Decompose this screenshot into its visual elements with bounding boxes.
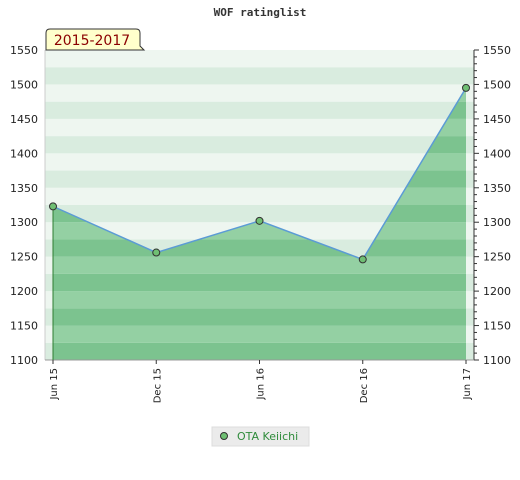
legend[interactable]: OTA Keiichi (211, 426, 310, 447)
area-band (53, 342, 466, 360)
grid-band (45, 187, 474, 205)
y-tick-label-left: 1100 (10, 354, 38, 367)
y-tick-label-right: 1350 (483, 182, 511, 195)
legend-label: OTA Keiichi (237, 430, 298, 443)
y-tick-label-left: 1250 (10, 251, 38, 264)
grid-band (45, 118, 474, 137)
y-tick-label-right: 1100 (483, 354, 511, 367)
period-label: 2015-2017 (54, 33, 130, 49)
y-tick-label-left: 1450 (10, 113, 38, 126)
y-tick-label-right: 1200 (483, 285, 511, 298)
y-tick-label-left: 1150 (10, 320, 38, 333)
y-tick-label-left: 1500 (10, 78, 38, 91)
data-point (49, 202, 57, 211)
y-tick-label-right: 1300 (483, 216, 511, 229)
data-point (255, 216, 264, 225)
x-tick-label: Dec 16 (359, 368, 370, 403)
legend-marker (220, 432, 228, 440)
chart-title: WOF ratinglist (214, 6, 307, 19)
y-tick-label-right: 1150 (483, 320, 511, 333)
y-tick-label-right: 1450 (483, 113, 511, 126)
area-band (53, 291, 466, 309)
axes: 1100 1100 1150 1150 1200 1200 1250 1250 1300 1300… (10, 44, 511, 403)
period-box: 2015-2017 (45, 28, 146, 51)
y-tick-label-right: 1550 (483, 44, 511, 57)
data-point (358, 255, 367, 264)
grid-band (45, 101, 474, 119)
y-tick-label-left: 1350 (10, 182, 38, 195)
area-band (53, 308, 466, 326)
y-tick-label-right: 1400 (483, 147, 511, 160)
area-band (53, 325, 466, 343)
y-tick-label-left: 1300 (10, 216, 38, 229)
grid-band (45, 153, 474, 171)
data-point (462, 83, 470, 92)
legend-box (211, 426, 310, 447)
x-tick-label: Jun 15 (49, 368, 60, 401)
y-tick-label-right: 1250 (483, 251, 511, 264)
y-tick-label-left: 1200 (10, 285, 38, 298)
grid-band (45, 205, 474, 223)
y-tick-label-left: 1400 (10, 147, 38, 160)
area-band (53, 273, 466, 292)
data-point (152, 248, 161, 257)
area-band (53, 256, 466, 274)
grid-band (45, 67, 474, 85)
grid-band (45, 50, 474, 68)
series-marks (49, 83, 470, 264)
area-band (53, 239, 466, 257)
grid-band (45, 170, 474, 188)
y-tick-label-left: 1550 (10, 44, 38, 57)
x-tick-label: Dec 15 (152, 368, 163, 403)
grid-band (45, 136, 474, 154)
grid-band (45, 84, 474, 102)
x-tick-label: Jun 17 (462, 368, 473, 401)
y-tick-label-right: 1500 (483, 78, 511, 91)
x-tick-label: Jun 16 (256, 368, 267, 401)
